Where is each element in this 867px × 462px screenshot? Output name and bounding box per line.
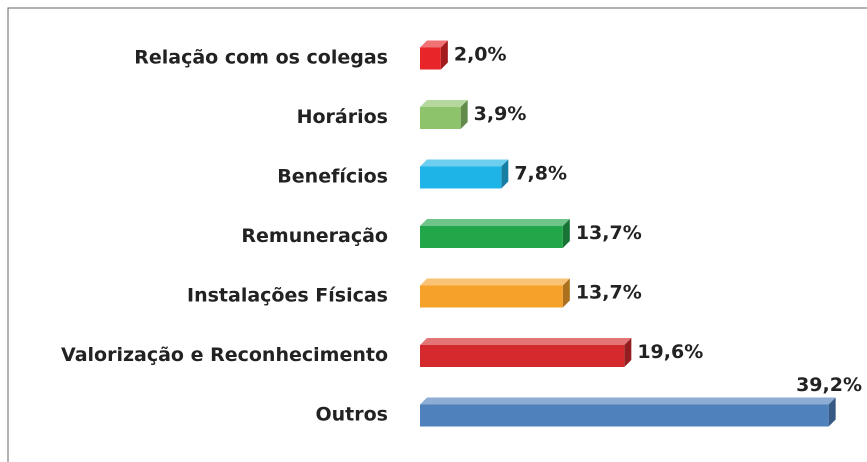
bar-top [420, 278, 570, 286]
bar-top [420, 219, 570, 226]
bar-top [420, 338, 632, 345]
category-label: Valorização e Reconhecimento [61, 344, 388, 366]
bar-top [420, 100, 468, 107]
bar-top [420, 40, 448, 48]
category-label: Relação com os colegas [134, 47, 388, 69]
value-label: 7,8% [514, 163, 567, 185]
bar-top [420, 397, 836, 405]
category-label: Instalações Físicas [187, 285, 388, 307]
bar [420, 345, 625, 367]
bar [420, 404, 829, 427]
bar [420, 47, 441, 70]
category-label: Horários [297, 106, 388, 128]
bar [420, 166, 502, 189]
bar-side [501, 159, 509, 189]
value-label: 2,0% [454, 44, 507, 66]
bar-side [562, 278, 570, 308]
bar-side [440, 40, 448, 70]
value-label: 13,7% [576, 282, 642, 304]
category-label: Outros [316, 404, 389, 426]
bar [420, 285, 563, 308]
value-label: 19,6% [637, 341, 703, 363]
bar-side [562, 219, 570, 248]
bar-top [420, 159, 509, 167]
bar [420, 107, 461, 129]
value-label: 13,7% [576, 222, 642, 244]
bar [420, 226, 563, 248]
category-label: Benefícios [277, 166, 388, 188]
category-label: Remuneração [241, 225, 388, 247]
bar-side [624, 338, 632, 367]
bar-side [828, 397, 836, 427]
value-label: 3,9% [474, 103, 527, 125]
bar-side [460, 100, 468, 129]
value-label: 39,2% [796, 374, 862, 396]
